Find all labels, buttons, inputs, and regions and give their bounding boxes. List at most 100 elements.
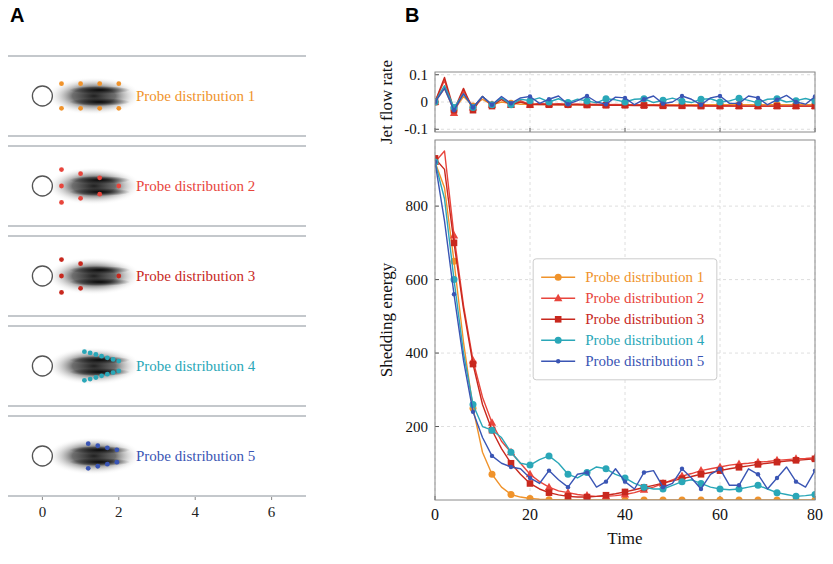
series-marker	[736, 497, 743, 501]
series-marker	[585, 94, 589, 98]
probe	[88, 350, 93, 355]
series-marker	[623, 96, 627, 100]
series-marker	[527, 480, 534, 487]
panel-edge	[8, 495, 306, 497]
series-marker	[528, 94, 532, 98]
legend-label: Probe distribution 5	[585, 353, 704, 369]
legend-label: Probe distribution 1	[585, 269, 704, 285]
tick	[195, 497, 196, 500]
series-marker	[528, 476, 532, 480]
plot-area	[32, 347, 141, 385]
probe	[82, 349, 87, 354]
plot-area	[32, 77, 141, 115]
probe	[114, 447, 119, 452]
series-marker	[565, 493, 572, 500]
series-marker	[774, 497, 781, 501]
series-marker	[718, 467, 722, 471]
legend: Probe distribution 1 Probe distribution 2…	[533, 259, 717, 380]
panel-edge	[8, 235, 306, 237]
series-marker	[452, 292, 456, 296]
probe	[105, 355, 110, 360]
series-marker	[699, 487, 703, 491]
series-marker	[565, 471, 572, 478]
axis-title: Jet flow rate	[377, 60, 396, 144]
tick-label: 600	[406, 272, 429, 288]
tick-label: 40	[617, 506, 633, 523]
tick	[118, 497, 119, 500]
axis-title: Shedding energy	[377, 262, 396, 377]
series-marker	[622, 489, 629, 496]
wake	[46, 77, 142, 115]
series-marker	[774, 489, 781, 496]
tick-label: 2	[115, 504, 123, 520]
series-marker	[509, 101, 513, 105]
series-marker	[812, 491, 816, 498]
probe-panel: Probe distribution 3	[8, 235, 306, 317]
series-marker	[603, 95, 610, 102]
cylinder	[32, 266, 52, 286]
series-marker	[584, 97, 591, 104]
wake	[46, 167, 142, 205]
probe	[105, 462, 110, 467]
series-marker	[603, 492, 610, 499]
series-marker	[508, 491, 515, 498]
annotation: Probe distribution 2	[136, 178, 255, 194]
series-marker	[451, 240, 458, 247]
series-marker	[680, 467, 684, 471]
probe	[78, 286, 83, 291]
shear-layer	[69, 188, 130, 196]
series-marker	[698, 497, 705, 501]
tick	[720, 128, 721, 132]
plot: 020406080200400600800Shedding energyTime…	[377, 140, 823, 548]
tick-label: 20	[522, 506, 538, 523]
wake	[46, 437, 142, 475]
probe	[78, 196, 83, 201]
series-marker	[773, 102, 781, 110]
tick	[435, 353, 439, 354]
series-marker	[661, 101, 665, 105]
plot-area	[435, 77, 815, 115]
plot-area	[32, 257, 141, 295]
series-marker	[775, 476, 779, 480]
panel-edge	[8, 405, 306, 407]
cylinder	[32, 86, 52, 106]
tick-label: 6	[268, 504, 276, 520]
probe	[105, 372, 110, 377]
series-marker	[527, 462, 534, 469]
shear-layer	[69, 98, 130, 106]
probe	[86, 441, 91, 446]
legend-label: Probe distribution 3	[585, 311, 704, 327]
figure: Probe distribution 1AProbe distribution …	[0, 0, 833, 564]
panel-bg	[8, 235, 306, 317]
legend-marker	[555, 337, 562, 344]
series-line	[435, 80, 815, 113]
series-marker	[755, 482, 762, 489]
tick-label: 60	[712, 506, 728, 523]
legend-label: Probe distribution 4	[585, 332, 705, 348]
panel-edge	[8, 415, 306, 417]
plot-frame	[435, 72, 815, 132]
tick	[435, 74, 439, 75]
tick-label: 200	[406, 419, 429, 435]
probe	[97, 175, 102, 180]
series-marker	[584, 494, 591, 500]
series-marker	[527, 495, 534, 500]
probe	[86, 466, 91, 471]
series-marker	[641, 484, 648, 491]
series-marker	[641, 497, 648, 501]
series-marker	[737, 101, 741, 105]
series-marker	[794, 479, 798, 483]
series-line	[435, 151, 815, 496]
series-marker	[641, 102, 648, 109]
series-marker	[604, 479, 608, 483]
series-marker	[602, 492, 610, 500]
legend-label: Probe distribution 2	[585, 290, 704, 306]
legend-marker	[554, 294, 562, 302]
cylinder	[32, 176, 52, 196]
series-marker	[452, 108, 456, 112]
probe-panel: Probe distribution 2	[8, 145, 306, 227]
panel-edge	[8, 325, 306, 327]
probe	[114, 460, 119, 465]
tick	[435, 129, 439, 130]
series-marker	[660, 497, 667, 501]
